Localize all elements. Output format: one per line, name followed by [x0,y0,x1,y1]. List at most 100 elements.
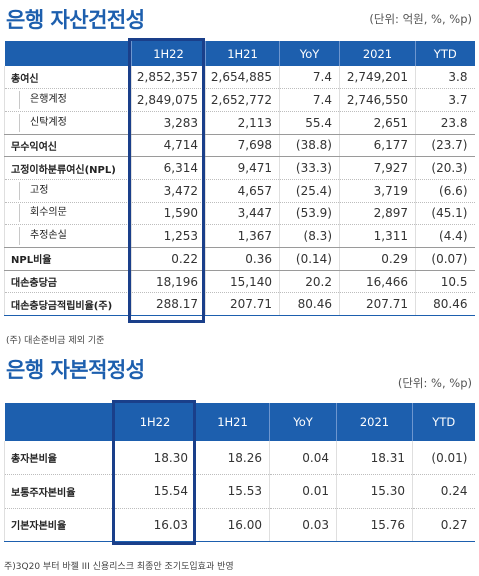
table-cell: 0.36 [205,247,280,271]
row-label: 회수의문 [4,202,132,226]
table-cell: 207.71 [205,292,280,317]
header-cell-2021: 2021 [336,403,413,441]
table-cell: 2,652,772 [205,88,280,112]
table-cell: (8.3) [279,224,340,248]
table-cell: 7,927 [339,156,416,180]
table-cell: 2,897 [339,202,416,226]
table-cell: 4,657 [205,179,280,203]
table-row: 총여신 2,852,357 2,654,885 7.4 2,749,201 3.… [4,66,475,90]
table-cell: 4,714 [131,134,206,158]
row-label: NPL비율 [4,247,132,271]
table-cell: (0.07) [415,247,475,271]
header-cell [4,41,132,66]
row-label: 고정이하분류여신(NPL) [4,156,132,180]
table-row: 고정 3,472 4,657 (25.4) 3,719 (6.6) [4,179,475,203]
row-label: 대손충당금적립비율(주) [4,292,132,317]
header-cell-1h21: 1H21 [195,403,270,441]
table-cell: (33.3) [279,156,340,180]
header-cell-yoy: YoY [269,403,337,441]
table-cell: 18,196 [131,270,206,294]
table-row: 대손충당금 18,196 15,140 20.2 16,466 10.5 [4,270,475,294]
table-cell: 15.53 [195,474,270,509]
table-cell: 2,651 [339,111,416,135]
table-cell: 6,177 [339,134,416,158]
table-cell: 1,590 [131,202,206,226]
table-cell: 1,253 [131,224,206,248]
table-cell: 3,472 [131,179,206,203]
table-cell: (53.9) [279,202,340,226]
table-cell: (23.7) [415,134,475,158]
table-cell: 15.54 [114,474,196,509]
table-row: 고정이하분류여신(NPL) 6,314 9,471 (33.3) 7,927 (… [4,156,475,180]
header-cell-2021: 2021 [339,41,416,66]
asset-section-title: 은행 자산건전성 [6,8,145,32]
table-cell: 15.76 [336,508,413,542]
table-cell: (20.3) [415,156,475,180]
table-cell: 20.2 [279,270,340,294]
row-label: 대손충당금 [4,270,132,294]
table-row: 추정손실 1,253 1,367 (8.3) 1,311 (4.4) [4,224,475,248]
sub-row-label: 고정 [19,181,48,200]
table-row: 회수의문 1,590 3,447 (53.9) 2,897 (45.1) [4,202,475,226]
row-label: 기본자본비율 [4,508,115,542]
table-header-row: 1H22 1H21 YoY 2021 YTD [4,403,475,441]
table-cell: 3,719 [339,179,416,203]
table-cell: 288.17 [131,292,206,317]
header-cell [4,403,115,441]
table-row: NPL비율 0.22 0.36 (0.14) 0.29 (0.07) [4,247,475,271]
table-cell: 7.4 [279,66,340,90]
table-cell: 7,698 [205,134,280,158]
table-cell: 15.30 [336,474,413,509]
table-cell: 16,466 [339,270,416,294]
table-cell: 6,314 [131,156,206,180]
table-cell: (0.01) [412,441,475,475]
table-cell: 18.30 [114,441,196,475]
row-label: 고정 [4,179,132,203]
table-row: 신탁계정 3,283 2,113 55.4 2,651 23.8 [4,111,475,135]
table-cell: 15,140 [205,270,280,294]
table-cell: 2,849,075 [131,88,206,112]
table-cell: 3,283 [131,111,206,135]
row-label: 총여신 [4,66,132,90]
table-cell: 80.46 [279,292,340,317]
sub-row-label: 회수의문 [19,204,67,223]
table-cell: 2,749,201 [339,66,416,90]
table-cell: 0.29 [339,247,416,271]
table-cell: 9,471 [205,156,280,180]
capital-footnote: 주)3Q20 부터 바젤 III 신용리스크 최종안 조기도입효과 반영 [4,562,234,572]
table-cell: (6.6) [415,179,475,203]
table-cell: (25.4) [279,179,340,203]
capital-section-title: 은행 자본적정성 [6,358,145,382]
table-cell: (38.8) [279,134,340,158]
asset-quality-table: 1H22 1H21 YoY 2021 YTD 총여신 2,852,357 2,6… [4,41,475,317]
table-cell: 16.00 [195,508,270,542]
header-cell-ytd: YTD [412,403,475,441]
table-cell: 7.4 [279,88,340,112]
table-cell: 0.01 [269,474,337,509]
table-row: 무수익여신 4,714 7,698 (38.8) 6,177 (23.7) [4,134,475,158]
table-cell: 2,852,357 [131,66,206,90]
header-cell-yoy: YoY [279,41,340,66]
table-cell: 10.5 [415,270,475,294]
table-cell: 18.26 [195,441,270,475]
asset-footnote: (주) 대손준비금 제외 기준 [6,336,105,346]
table-row: 은행계정 2,849,075 2,652,772 7.4 2,746,550 3… [4,88,475,112]
row-label: 총자본비율 [4,441,115,475]
table-cell: 18.31 [336,441,413,475]
table-cell: 0.22 [131,247,206,271]
asset-unit-label: (단위: 억원, %, %p) [369,12,472,26]
sub-row-label: 추정손실 [19,227,67,246]
row-label: 은행계정 [4,88,132,112]
table-cell: 55.4 [279,111,340,135]
table-cell: 0.24 [412,474,475,509]
table-cell: 80.46 [415,292,475,317]
header-cell-1h22: 1H22 [131,41,206,66]
table-cell: 2,746,550 [339,88,416,112]
table-cell: 2,113 [205,111,280,135]
row-label: 신탁계정 [4,111,132,135]
table-cell: (0.14) [279,247,340,271]
table-cell: 1,311 [339,224,416,248]
table-row: 대손충당금적립비율(주) 288.17 207.71 80.46 207.71 … [4,292,475,317]
header-cell-1h22: 1H22 [114,403,196,441]
table-cell: 23.8 [415,111,475,135]
